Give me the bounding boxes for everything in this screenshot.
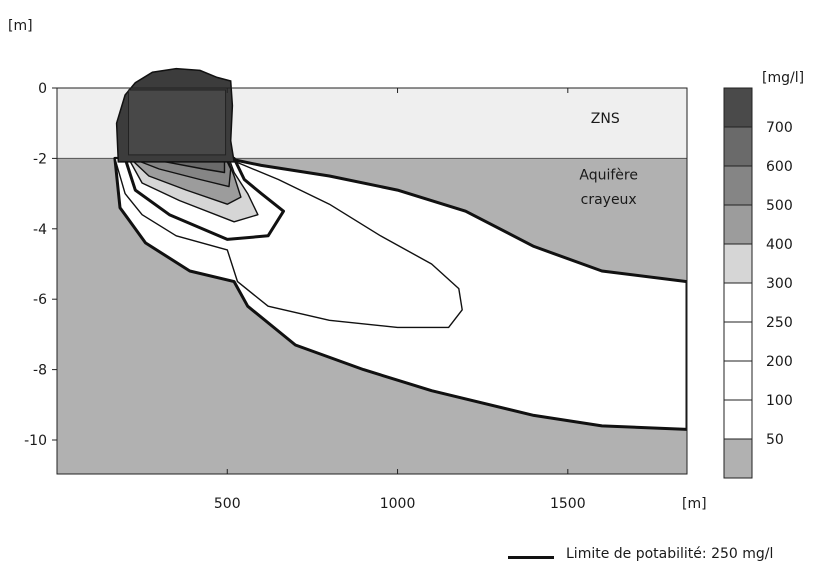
colorbar-tick-label: 200 xyxy=(766,354,793,370)
y-tick-label: 0 xyxy=(38,81,47,97)
y-tick-label: -8 xyxy=(33,363,47,379)
colorbar-tick-label: 700 xyxy=(766,120,793,136)
colorbar-band xyxy=(723,321,753,362)
colorbar-band xyxy=(723,282,753,323)
y-tick-label: -2 xyxy=(33,151,47,167)
colorbar-band xyxy=(723,438,753,479)
potability-limit-line-sample xyxy=(508,556,554,559)
colorbar-tick-label: 50 xyxy=(766,432,784,448)
x-tick-label: 500 xyxy=(214,496,241,512)
colorbar-tick-label: 250 xyxy=(766,315,793,331)
annotation-group: ZNS Aquifère crayeux xyxy=(115,67,638,208)
colorbar-band xyxy=(723,204,753,245)
colorbar-band xyxy=(723,165,753,206)
colorbar-tick-label: 400 xyxy=(766,237,793,253)
colorbar-band xyxy=(723,360,753,401)
annotation-1: Aquifère xyxy=(579,168,638,184)
x-tick-label: 1000 xyxy=(380,496,416,512)
x-tick-label: 1500 xyxy=(550,496,586,512)
contour-group xyxy=(113,156,687,431)
source-zone-core xyxy=(128,89,227,156)
x-axis: 500 1000 1500 xyxy=(214,88,586,512)
colorbar-band xyxy=(723,399,753,440)
colorbar-tick-label: 500 xyxy=(766,198,793,214)
colorbar-tick-label: 300 xyxy=(766,276,793,292)
colorbar-band xyxy=(723,87,753,128)
x-axis-unit-label: [m] xyxy=(682,496,707,512)
colorbar-tick-label: 100 xyxy=(766,393,793,409)
colorbar-band xyxy=(723,126,753,167)
potability-limit-legend-label: Limite de potabilité: 250 mg/l xyxy=(566,546,774,562)
colorbar-band xyxy=(723,243,753,284)
y-tick-label: -4 xyxy=(33,222,47,238)
y-tick-label: -6 xyxy=(33,292,47,308)
y-axis: 0 -2 -4 -6 -8 -10 xyxy=(24,81,57,449)
plot-frame xyxy=(56,87,688,475)
colorbar-tick-label: 600 xyxy=(766,159,793,175)
y-tick-label: -10 xyxy=(24,433,47,449)
y-axis-unit-label: [m] xyxy=(8,18,33,34)
colorbar: 700 600 500 400 300 250 200 100 50 xyxy=(723,87,793,479)
annotation-0: ZNS xyxy=(591,111,620,127)
annotation-2: crayeux xyxy=(581,192,637,208)
colorbar-unit-label: [mg/l] xyxy=(762,70,804,86)
